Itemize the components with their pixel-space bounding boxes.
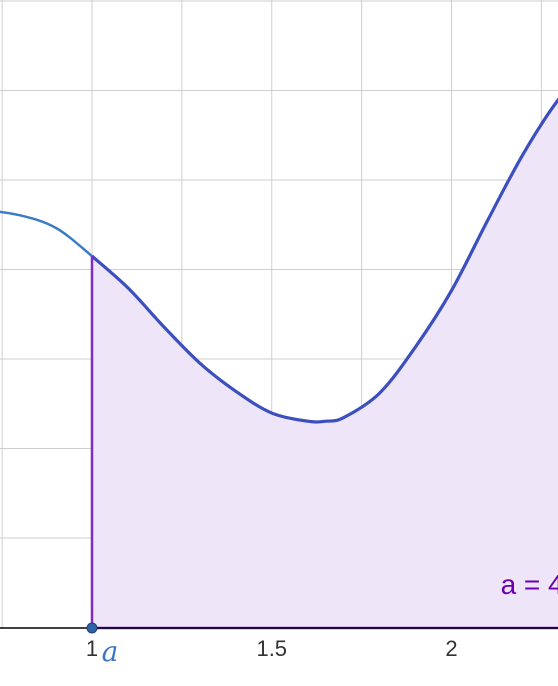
x-tick-label: 1.5 <box>256 636 287 661</box>
point-a-marker <box>87 623 97 633</box>
x-tick-label: 1 <box>86 636 98 661</box>
point-a-label: a <box>102 635 119 668</box>
x-tick-label: 2 <box>445 636 457 661</box>
integral-value-label: a = 4.306 <box>501 569 558 600</box>
endpoints: ab <box>87 623 558 668</box>
x-tick-labels: .511.522.533.5 <box>0 636 558 661</box>
integral-area-fill <box>92 32 558 628</box>
